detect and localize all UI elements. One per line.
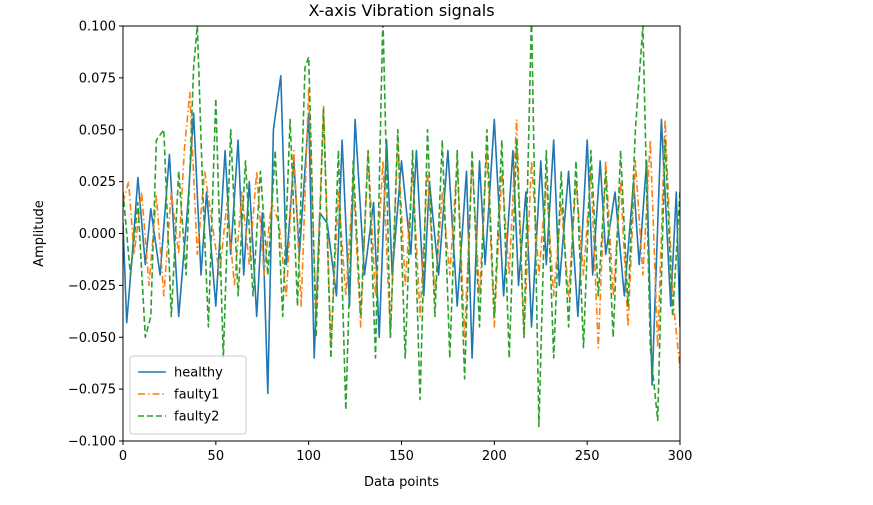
x-axis-label: Data points bbox=[364, 475, 439, 490]
legend-label-faulty2: faulty2 bbox=[174, 410, 219, 425]
series-line-faulty2 bbox=[123, 26, 680, 428]
y-tick-label: 0.100 bbox=[79, 20, 116, 35]
y-tick-label: 0.075 bbox=[79, 71, 116, 86]
x-tick-label: 250 bbox=[575, 449, 600, 464]
y-tick-label: 0.000 bbox=[79, 227, 116, 242]
x-tick-label: 150 bbox=[389, 449, 414, 464]
x-tick-label: 200 bbox=[482, 449, 507, 464]
legend-label-faulty1: faulty1 bbox=[174, 388, 219, 403]
series-layer bbox=[123, 26, 680, 428]
chart-title: X-axis Vibration signals bbox=[308, 1, 494, 20]
y-tick-label: 0.050 bbox=[79, 123, 116, 138]
x-tick-label: 0 bbox=[119, 449, 127, 464]
y-tick-label: −0.100 bbox=[68, 435, 116, 450]
y-axis: −0.100 −0.075 −0.050 −0.025 0.000 0.025 0.050 0… bbox=[68, 20, 123, 450]
y-tick-label: 0.025 bbox=[79, 175, 116, 190]
y-tick-label: −0.050 bbox=[68, 331, 116, 346]
series-line-healthy bbox=[123, 75, 680, 395]
legend-box bbox=[129, 355, 247, 435]
x-tick-label: 300 bbox=[668, 449, 693, 464]
legend: healthy faulty1 faulty2 bbox=[129, 355, 247, 435]
legend-label-healthy: healthy bbox=[174, 366, 223, 381]
x-axis: 0 50 100 150 200 250 300 bbox=[119, 441, 693, 464]
y-tick-label: −0.025 bbox=[68, 279, 116, 294]
x-tick-label: 100 bbox=[296, 449, 321, 464]
y-axis-label: Amplitude bbox=[32, 200, 47, 267]
x-tick-label: 50 bbox=[208, 449, 225, 464]
y-tick-label: −0.075 bbox=[68, 383, 116, 398]
